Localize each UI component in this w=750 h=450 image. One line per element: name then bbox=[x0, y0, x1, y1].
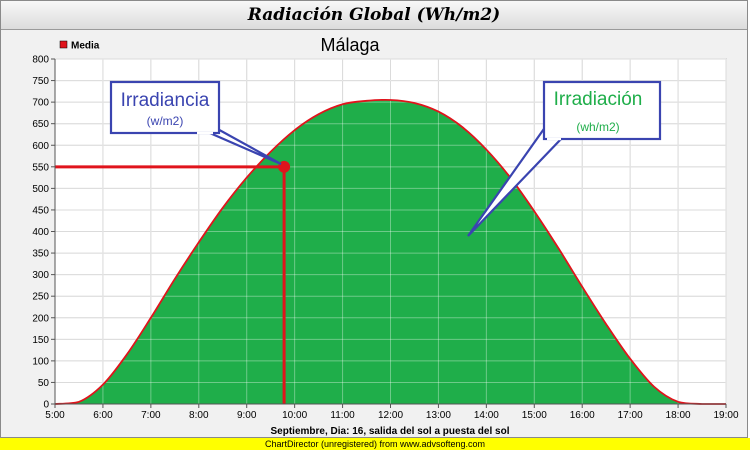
y-tick-label: 350 bbox=[32, 249, 49, 260]
y-tick-label: 500 bbox=[32, 184, 49, 195]
x-tick-label: 6:00 bbox=[93, 410, 113, 421]
x-tick-label: 8:00 bbox=[189, 410, 209, 421]
x-tick-label: 7:00 bbox=[141, 410, 161, 421]
x-tick-label: 16:00 bbox=[570, 410, 595, 421]
y-tick-label: 50 bbox=[38, 378, 50, 389]
series-area-media bbox=[55, 99, 726, 405]
irradiancia-title: Irradiancia bbox=[121, 90, 210, 111]
y-tick-label: 550 bbox=[32, 162, 49, 173]
irradiancia-callout-box bbox=[109, 80, 221, 135]
y-tick-label: 200 bbox=[32, 313, 49, 324]
irradiacion-title: Irradiación bbox=[554, 89, 643, 110]
y-tick-label: 300 bbox=[32, 270, 49, 281]
irradiancia-unit: (w/m2) bbox=[147, 114, 184, 128]
annotation-irradiancia: Irradiancia (w/m2) bbox=[109, 80, 282, 166]
irradiacion-callout-box bbox=[542, 80, 662, 141]
x-tick-label: 14:00 bbox=[474, 410, 499, 421]
series-line-media bbox=[54, 98, 726, 405]
legend-label: Media bbox=[71, 41, 100, 52]
x-tick-label: 5:00 bbox=[45, 410, 65, 421]
x-tick-label: 13:00 bbox=[426, 410, 451, 421]
chart-svg: 0 50 100 150 200 250 300 350 400 450 500 550 600 650 7… bbox=[32, 35, 739, 437]
x-tick-label: 12:00 bbox=[378, 410, 403, 421]
y-tick-label: 800 bbox=[32, 55, 49, 66]
chart-subtitle: Málaga bbox=[320, 35, 380, 55]
y-tick-label: 750 bbox=[32, 76, 49, 87]
x-tick-label: 10:00 bbox=[282, 410, 307, 421]
x-tick-label: 18:00 bbox=[666, 410, 691, 421]
legend-swatch bbox=[59, 40, 68, 49]
x-tick-label: 19:00 bbox=[713, 410, 738, 421]
axis-layer: 0 50 100 150 200 250 300 350 400 450 500 550 600 650 7… bbox=[32, 55, 739, 422]
y-tick-label: 400 bbox=[32, 227, 49, 238]
x-axis-title: Septiembre, Dia: 16, salida del sol a pu… bbox=[271, 426, 510, 437]
y-tick-label: 450 bbox=[32, 205, 49, 216]
y-tick-label: 600 bbox=[32, 141, 49, 152]
y-tick-label: 700 bbox=[32, 98, 49, 109]
x-tick-label: 11:00 bbox=[330, 410, 355, 421]
y-tick-label: 250 bbox=[32, 292, 49, 303]
y-tick-label: 150 bbox=[32, 335, 49, 346]
annotation-irradiacion: Irradiación (wh/m2) bbox=[467, 80, 662, 237]
y-tick-label: 100 bbox=[32, 356, 49, 367]
footer-note: ChartDirector (unregistered) from www.ad… bbox=[0, 438, 750, 450]
y-tick-label: 0 bbox=[43, 400, 49, 411]
y-tick-label: 650 bbox=[32, 119, 49, 130]
x-tick-label: 15:00 bbox=[522, 410, 547, 421]
x-tick-label: 9:00 bbox=[237, 410, 257, 421]
irradiacion-unit: (wh/m2) bbox=[576, 120, 619, 134]
x-tick-label: 17:00 bbox=[618, 410, 643, 421]
chart-title-bar: Radiación Global (Wh/m2) bbox=[1, 1, 747, 30]
